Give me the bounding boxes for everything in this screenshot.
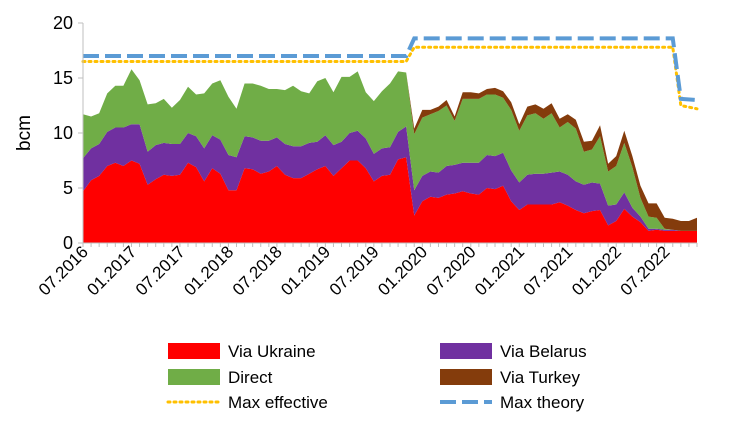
y-axis-label: bcm xyxy=(14,115,35,151)
legend-swatch-via-belarus xyxy=(440,343,492,359)
line-max-theory xyxy=(83,36,698,102)
area-via-ukraine xyxy=(83,157,697,243)
legend-label-direct: Direct xyxy=(228,368,273,387)
x-tick-label: 07.2021 xyxy=(520,242,577,299)
x-tick-label: 07.2020 xyxy=(423,242,480,299)
legend-label-via-belarus: Via Belarus xyxy=(500,342,587,361)
capacity-lines xyxy=(81,36,699,111)
y-tick-label: 20 xyxy=(53,13,73,33)
y-tick-label: 15 xyxy=(53,68,73,88)
x-tick-label: 01.2022 xyxy=(568,242,625,299)
x-tick-label: 07.2019 xyxy=(326,242,383,299)
legend-swatch-direct xyxy=(168,369,220,385)
area-direct xyxy=(83,69,697,231)
legend-swatch-via-turkey xyxy=(440,369,492,385)
legend-swatch-via-ukraine xyxy=(168,343,220,359)
legend: Via Ukraine Via Belarus Direct Via Turkey Ma… xyxy=(166,342,587,412)
y-tick-label: 5 xyxy=(63,178,73,198)
x-tick-label: 01.2020 xyxy=(374,242,431,299)
legend-label-via-ukraine: Via Ukraine xyxy=(228,342,316,361)
x-tick-label: 01.2018 xyxy=(180,242,237,299)
x-tick-label: 07.2018 xyxy=(229,242,286,299)
legend-label-max-effective: Max effective xyxy=(228,393,328,412)
area-via-belarus xyxy=(83,124,697,231)
x-tick-label: 01.2019 xyxy=(277,242,334,299)
x-tick-label: 07.2022 xyxy=(617,242,674,299)
y-tick-label: 10 xyxy=(53,123,73,143)
legend-label-max-theory: Max theory xyxy=(500,393,585,412)
x-tick-label: 01.2017 xyxy=(83,242,140,299)
area-via-turkey xyxy=(83,69,697,231)
x-tick-label: 01.2021 xyxy=(471,242,528,299)
line-max-effective xyxy=(81,45,699,111)
stacked-areas xyxy=(83,69,697,243)
legend-label-via-turkey: Via Turkey xyxy=(500,368,581,387)
x-tick-label: 07.2017 xyxy=(132,242,189,299)
y-tick-label: 0 xyxy=(63,233,73,253)
